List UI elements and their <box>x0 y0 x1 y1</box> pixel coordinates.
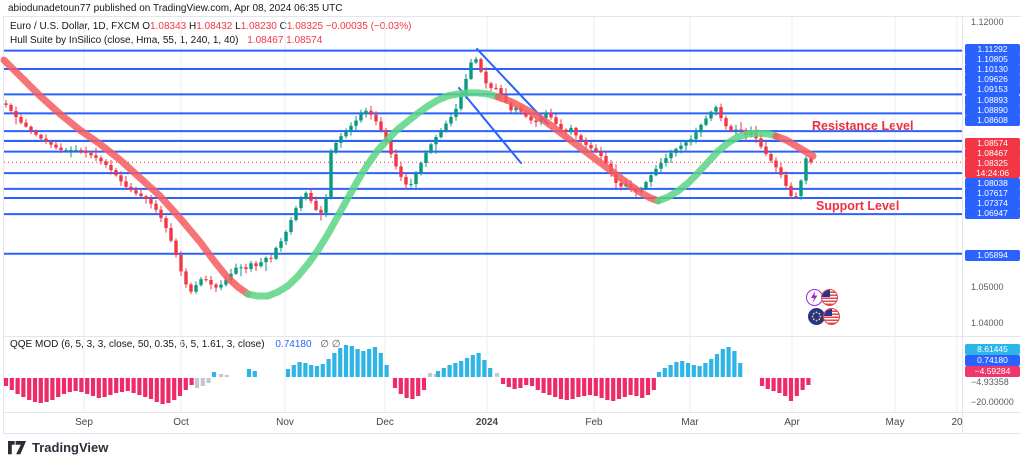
time-axis-label: Apr <box>784 417 800 428</box>
attribution-text: abiodunadetoun77 published on TradingVie… <box>8 3 343 14</box>
current-price-label: 1.08325 14:24:06 <box>965 158 1020 178</box>
ohlc-values: O1.08343 H1.08432 L1.08230 C1.08325 <box>142 21 323 32</box>
price-level-label: 1.09626 <box>965 74 1020 85</box>
price-level-label: 1.08038 <box>965 178 1020 189</box>
qqe-mod-title[interactable]: QQE MOD (6, 5, 3, 3, close, 50, 0.35, 6,… <box>10 339 265 350</box>
price-tick: 1.04000 <box>971 318 1004 328</box>
ohlc-value: 1.08432 <box>196 21 233 32</box>
price-level-label: 1.08890 <box>965 105 1020 116</box>
ohlc-key: L <box>232 21 241 32</box>
time-axis-label: Dec <box>376 417 394 428</box>
time-axis-label: Mar <box>681 417 699 428</box>
symbol-logos <box>800 289 850 329</box>
qqe-tick: −4.93358 <box>971 377 1009 387</box>
symbol-legend[interactable]: Euro / U.S. Dollar, 1D, FXCM O1.08343 H1… <box>10 21 411 32</box>
us-flag-icon <box>821 289 838 306</box>
qqe-mod-value: 0.74180 <box>275 339 312 350</box>
hull-suite-title[interactable]: Hull Suite by InSilico (close, Hma, 55, … <box>10 35 239 46</box>
price-level-label: 1.08893 <box>965 95 1020 106</box>
price-level-label: 1.10805 <box>965 54 1020 65</box>
chart-top-border <box>3 16 1021 17</box>
time-axis-label: 20 <box>951 417 963 428</box>
symbol-title[interactable]: Euro / U.S. Dollar, 1D, FXCM <box>10 21 140 32</box>
price-level-label: 1.06947 <box>965 208 1020 219</box>
chart-left-border <box>3 16 4 433</box>
hull-value-label: 1.08467 <box>965 148 1020 159</box>
ohlc-key: O <box>142 21 151 32</box>
time-axis-label: May <box>885 417 905 428</box>
ohlc-value: 1.08230 <box>240 21 277 32</box>
pane-separator[interactable] <box>3 336 1021 337</box>
time-axis-label: Sep <box>75 417 93 428</box>
price-tick: 1.12000 <box>971 17 1004 27</box>
time-axis-label: 2024 <box>475 417 499 428</box>
price-axis-separator <box>962 16 963 433</box>
ohlc-key: H <box>186 21 197 32</box>
tradingview-watermark[interactable]: TradingView <box>8 440 108 455</box>
ohlc-value: 1.08325 <box>286 21 324 32</box>
qqe-value-label: 8.61445 <box>965 344 1020 355</box>
ohlc-value: 1.08343 <box>150 21 187 32</box>
qqe-mod-legend[interactable]: QQE MOD (6, 5, 3, 3, close, 50, 0.35, 6,… <box>10 339 341 350</box>
price-tick: 1.05000 <box>971 282 1004 292</box>
ohlc-key: C <box>276 21 287 32</box>
time-axis-label: Oct <box>173 417 189 428</box>
time-axis-separator <box>3 412 1021 413</box>
price-level-label: 1.10130 <box>965 64 1020 75</box>
qqe-value-label: −4.59284 <box>965 366 1020 377</box>
tradingview-logo-icon <box>8 440 27 454</box>
time-axis-label: Nov <box>276 417 294 428</box>
price-level-label: 1.11292 <box>965 44 1020 55</box>
tradingview-logo-text: TradingView <box>32 440 109 455</box>
qqe-value-label: 0.74180 <box>965 355 1020 366</box>
price-level-label: 1.05894 <box>965 250 1020 261</box>
chart-bottom-border <box>3 433 1021 434</box>
support-level-label[interactable]: Support Level <box>816 199 900 213</box>
price-level-label: 1.07617 <box>965 188 1020 199</box>
time-axis-label: Feb <box>585 417 603 428</box>
price-level-label: 1.07374 <box>965 198 1020 209</box>
fxcm-lightning-icon <box>806 289 823 306</box>
price-level-label: 1.08608 <box>965 115 1020 126</box>
change-value: −0.00035 (−0.03%) <box>325 21 412 32</box>
price-level-label: 1.09153 <box>965 84 1020 95</box>
resistance-level-label[interactable]: Resistance Level <box>812 119 914 133</box>
qqe-hidden-plots-icon: ∅ ∅ <box>320 339 341 350</box>
qqe-tick: −20.00000 <box>971 397 1014 407</box>
hull-value-label: 1.08574 <box>965 138 1020 149</box>
usd-flag-icon <box>823 308 840 325</box>
